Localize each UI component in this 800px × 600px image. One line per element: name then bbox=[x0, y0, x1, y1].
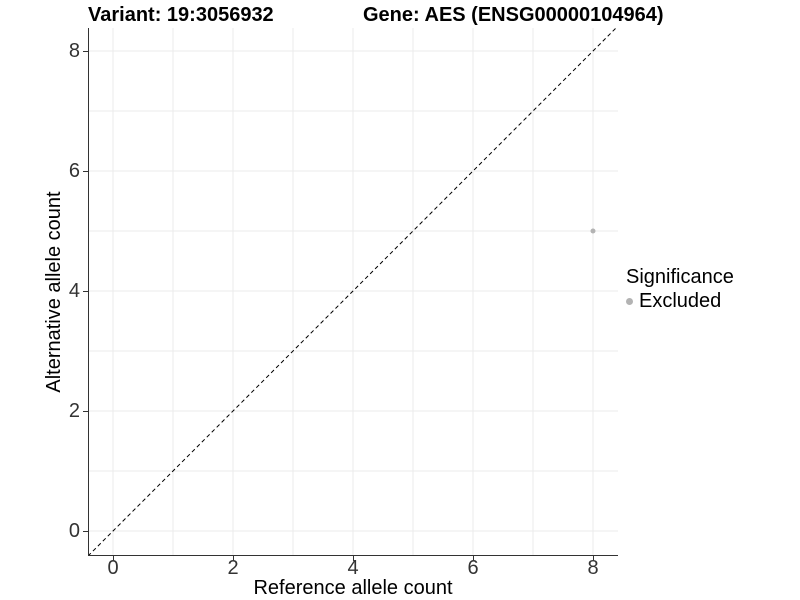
legend-item-label: Excluded bbox=[639, 290, 722, 312]
y-axis-title: Alternative allele count bbox=[43, 191, 65, 393]
y-tick-label: 8 bbox=[68, 40, 80, 62]
y-tick-label: 4 bbox=[68, 280, 80, 302]
y-tick-mark bbox=[83, 291, 88, 292]
y-tick-mark bbox=[83, 411, 88, 412]
y-tick-label: 0 bbox=[68, 520, 80, 542]
y-tick-label: 2 bbox=[68, 400, 80, 422]
legend-point-icon bbox=[626, 297, 633, 305]
x-tick-mark bbox=[473, 556, 474, 561]
data-point-excluded bbox=[590, 228, 596, 234]
x-tick-label: 8 bbox=[587, 557, 599, 579]
x-tick-label: 2 bbox=[227, 557, 239, 579]
x-axis-title: Reference allele count bbox=[253, 577, 453, 599]
x-tick-mark bbox=[353, 556, 354, 561]
legend-title: Significance bbox=[626, 266, 734, 288]
x-tick-label: 4 bbox=[347, 557, 359, 579]
x-tick-mark bbox=[113, 556, 114, 561]
variant-title: Variant: 19:3056932 bbox=[88, 4, 274, 26]
y-tick-mark bbox=[83, 51, 88, 52]
y-tick-label: 6 bbox=[68, 160, 80, 182]
x-tick-mark bbox=[593, 556, 594, 561]
legend: Significance Excluded bbox=[626, 265, 734, 313]
x-tick-label: 0 bbox=[107, 557, 119, 579]
plot-canvas bbox=[88, 28, 618, 556]
identity-dashed-line bbox=[88, 28, 617, 556]
legend-item-excluded: Excluded bbox=[626, 289, 734, 313]
y-tick-mark bbox=[83, 171, 88, 172]
y-tick-mark bbox=[83, 531, 88, 532]
x-tick-mark bbox=[233, 556, 234, 561]
plot-panel bbox=[88, 28, 618, 556]
gene-title: Gene: AES (ENSG00000104964) bbox=[363, 4, 664, 26]
x-tick-label: 6 bbox=[467, 557, 479, 579]
gridlines bbox=[88, 28, 618, 556]
